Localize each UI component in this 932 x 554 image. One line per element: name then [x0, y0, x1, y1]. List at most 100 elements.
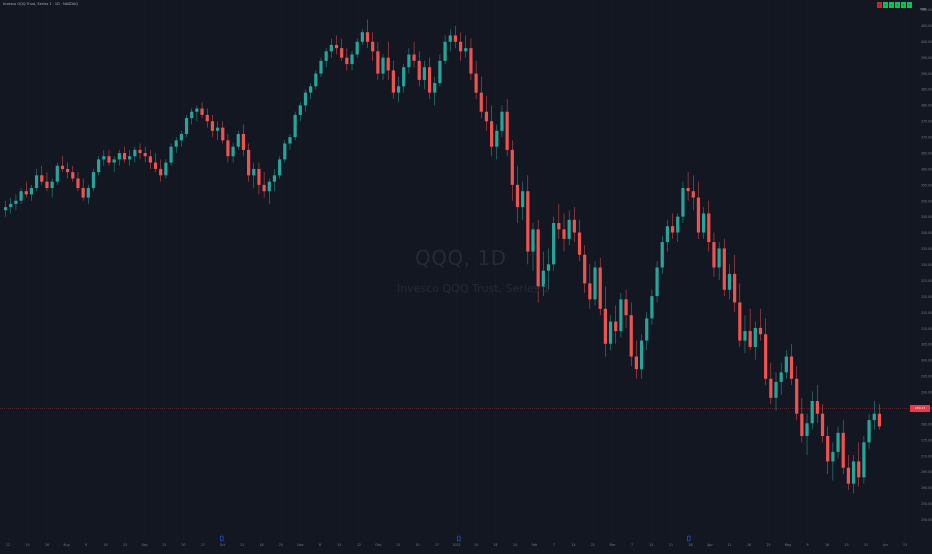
candle-body[interactable]	[293, 114, 297, 138]
candle-body[interactable]	[583, 254, 587, 284]
candle-body[interactable]	[769, 378, 773, 398]
candle-body[interactable]	[205, 114, 209, 122]
candle-body[interactable]	[371, 41, 375, 52]
candle-body[interactable]	[35, 175, 39, 189]
candle-body[interactable]	[738, 302, 742, 341]
candle-body[interactable]	[531, 229, 535, 252]
candle-body[interactable]	[143, 153, 147, 157]
candle-body[interactable]	[758, 327, 763, 335]
candle-body[interactable]	[660, 242, 664, 268]
candle-body[interactable]	[272, 175, 277, 182]
candle-body[interactable]	[417, 60, 421, 80]
candle-body[interactable]	[324, 51, 328, 61]
candle-body[interactable]	[50, 181, 54, 189]
candle-body[interactable]	[236, 133, 240, 147]
candle-body[interactable]	[174, 140, 178, 147]
candle-body[interactable]	[314, 73, 318, 87]
candle-body[interactable]	[846, 467, 850, 484]
candle-body[interactable]	[138, 149, 142, 154]
candle-body[interactable]	[29, 188, 34, 195]
candle-body[interactable]	[702, 213, 706, 233]
candle-body[interactable]	[148, 156, 152, 163]
candle-body[interactable]	[650, 296, 654, 319]
candle-body[interactable]	[319, 60, 323, 74]
candle-body[interactable]	[453, 35, 458, 42]
candle-body[interactable]	[169, 146, 173, 163]
candle-body[interactable]	[122, 153, 127, 160]
candle-body[interactable]	[603, 308, 607, 344]
candle-body[interactable]	[639, 340, 644, 370]
candle-body[interactable]	[40, 175, 44, 182]
candle-body[interactable]	[298, 105, 302, 115]
candle-body[interactable]	[422, 67, 427, 80]
candle-body[interactable]	[815, 401, 819, 414]
candle-body[interactable]	[867, 420, 871, 443]
candle-body[interactable]	[107, 156, 111, 163]
candle-body[interactable]	[562, 229, 566, 239]
candle-body[interactable]	[448, 35, 452, 42]
candle-body[interactable]	[262, 184, 266, 192]
candle-body[interactable]	[159, 168, 163, 176]
candle-body[interactable]	[722, 248, 726, 290]
candle-body[interactable]	[231, 146, 235, 157]
candle-body[interactable]	[515, 184, 520, 208]
candle-body[interactable]	[831, 451, 835, 462]
candle-body[interactable]	[686, 188, 690, 192]
indicator-box[interactable]: 1	[895, 2, 900, 8]
candle-body[interactable]	[329, 44, 333, 52]
candle-body[interactable]	[733, 273, 737, 303]
candle-body[interactable]	[469, 48, 473, 74]
candle-body[interactable]	[712, 242, 716, 268]
candle-body[interactable]	[598, 267, 602, 309]
candle-body[interactable]	[676, 216, 680, 233]
candle-body[interactable]	[3, 207, 8, 211]
candle-body[interactable]	[164, 162, 168, 176]
candle-body[interactable]	[376, 51, 380, 74]
candle-body[interactable]	[334, 44, 339, 49]
candle-body[interactable]	[727, 273, 732, 290]
candle-body[interactable]	[412, 54, 416, 61]
candle-body[interactable]	[800, 413, 804, 436]
candle-body[interactable]	[381, 57, 385, 74]
candle-body[interactable]	[474, 73, 478, 93]
candle-body[interactable]	[402, 67, 406, 87]
candle-body[interactable]	[691, 191, 695, 198]
candle-body[interactable]	[572, 219, 576, 233]
candle-body[interactable]	[14, 200, 18, 204]
candle-body[interactable]	[76, 178, 80, 189]
candle-body[interactable]	[820, 413, 825, 436]
candle-body[interactable]	[226, 140, 230, 157]
candle-body[interactable]	[500, 111, 504, 131]
event-marker[interactable]	[457, 535, 461, 542]
candle-body[interactable]	[526, 191, 530, 252]
candle-body[interactable]	[241, 133, 246, 150]
candle-body[interactable]	[753, 327, 757, 347]
candle-body[interactable]	[624, 299, 628, 316]
candle-body[interactable]	[634, 356, 638, 370]
candle-body[interactable]	[433, 83, 437, 93]
candle-body[interactable]	[66, 168, 70, 173]
candle-body[interactable]	[464, 48, 468, 52]
candle-body[interactable]	[19, 191, 23, 201]
candle-body[interactable]	[133, 149, 137, 157]
candle-body[interactable]	[862, 442, 866, 478]
candle-body[interactable]	[841, 432, 845, 468]
candle-body[interactable]	[340, 48, 344, 58]
candle-body[interactable]	[541, 270, 545, 287]
candle-body[interactable]	[221, 127, 225, 141]
candle-body[interactable]	[24, 191, 28, 195]
candle-body[interactable]	[484, 111, 489, 122]
candle-body[interactable]	[789, 356, 794, 379]
candle-body[interactable]	[365, 32, 370, 42]
candle-body[interactable]	[696, 197, 701, 233]
candle-body[interactable]	[86, 188, 90, 198]
candle-body[interactable]	[278, 159, 282, 176]
indicator-box[interactable]: 1	[883, 2, 888, 8]
candle-body[interactable]	[112, 159, 116, 163]
candle-body[interactable]	[764, 334, 768, 379]
candle-body[interactable]	[552, 222, 556, 265]
candle-body[interactable]	[510, 149, 514, 185]
indicator-box[interactable]: 1	[877, 2, 882, 8]
candle-body[interactable]	[805, 423, 809, 436]
